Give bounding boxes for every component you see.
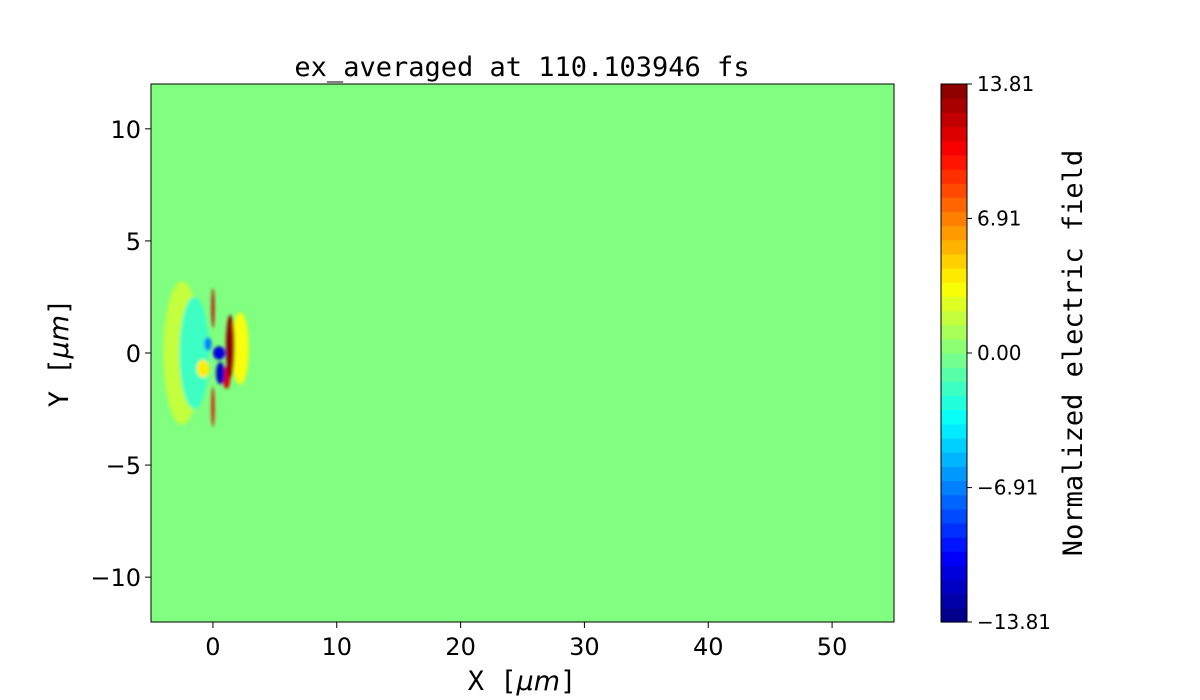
colorbar-level bbox=[941, 112, 967, 128]
colorbar-label: Normalized electric field bbox=[1058, 150, 1089, 556]
colorbar-level bbox=[941, 593, 967, 609]
x-axis-ticks: 0 10 20 30 40 50 bbox=[205, 622, 847, 661]
colorbar-level bbox=[941, 522, 967, 538]
field-feature bbox=[204, 337, 212, 351]
colorbar bbox=[941, 84, 967, 623]
colorbar-level bbox=[941, 607, 967, 623]
colorbar-level bbox=[941, 296, 967, 312]
colorbar-tick-label: −13.81 bbox=[977, 610, 1051, 634]
y-tick-label: −10 bbox=[90, 564, 141, 592]
colorbar-level bbox=[941, 126, 967, 142]
colorbar-level bbox=[941, 211, 967, 227]
colorbar-level bbox=[941, 140, 967, 156]
colorbar-level bbox=[941, 381, 967, 397]
colorbar-tick-label: 13.81 bbox=[977, 72, 1034, 96]
x-axis-label: X [μm] bbox=[468, 666, 577, 697]
colorbar-level bbox=[941, 437, 967, 453]
plot-background bbox=[151, 84, 894, 622]
y-tick-label: 5 bbox=[126, 228, 141, 256]
colorbar-level bbox=[941, 508, 967, 524]
colorbar-level bbox=[941, 197, 967, 213]
y-tick-label: −5 bbox=[106, 452, 141, 480]
colorbar-level bbox=[941, 168, 967, 184]
colorbar-level bbox=[941, 268, 967, 283]
x-tick-label: 20 bbox=[445, 633, 476, 661]
x-tick-label: 50 bbox=[817, 633, 848, 661]
colorbar-level bbox=[941, 310, 967, 326]
colorbar-level bbox=[941, 183, 967, 198]
x-tick-label: 40 bbox=[693, 633, 724, 661]
colorbar-level bbox=[941, 423, 967, 439]
colorbar-level bbox=[941, 579, 967, 595]
colorbar-level bbox=[941, 367, 967, 382]
field-feature bbox=[211, 287, 215, 329]
colorbar-level bbox=[941, 225, 967, 241]
colorbar-tick-label: 6.91 bbox=[977, 206, 1022, 230]
x-tick-label: 10 bbox=[321, 633, 352, 661]
field-feature bbox=[225, 314, 235, 378]
colorbar-level bbox=[941, 353, 967, 368]
colorbar-level bbox=[941, 466, 967, 482]
colorbar-level bbox=[941, 239, 967, 255]
colorbar-level bbox=[941, 154, 967, 170]
colorbar-tick-label: 0.00 bbox=[977, 341, 1022, 365]
colorbar-level bbox=[941, 338, 967, 354]
colorbar-level bbox=[941, 480, 967, 496]
colorbar-level bbox=[941, 395, 967, 411]
colorbar-level bbox=[941, 551, 967, 566]
field-features bbox=[163, 281, 249, 427]
colorbar-level bbox=[941, 452, 967, 467]
colorbar-ticks: −13.81 −6.91 0.00 6.91 13.81 bbox=[967, 72, 1051, 634]
colorbar-level bbox=[941, 282, 967, 297]
x-tick-label: 30 bbox=[569, 633, 600, 661]
colorbar-level bbox=[941, 253, 967, 269]
field-feature bbox=[179, 296, 210, 410]
colorbar-level bbox=[941, 84, 967, 99]
colorbar-level bbox=[941, 565, 967, 581]
y-axis-ticks: −10 −5 0 5 10 bbox=[90, 116, 151, 592]
colorbar-level bbox=[941, 537, 967, 552]
y-tick-label: 0 bbox=[126, 340, 141, 368]
colorbar-level bbox=[941, 98, 967, 113]
field-feature bbox=[231, 312, 249, 385]
y-tick-label: 10 bbox=[110, 116, 141, 144]
field-feature bbox=[216, 361, 225, 385]
colorbar-level bbox=[941, 324, 967, 340]
chart-title: ex_averaged at 110.103946 fs bbox=[294, 52, 749, 83]
x-tick-label: 0 bbox=[205, 633, 220, 661]
colorbar-level bbox=[941, 494, 967, 510]
field-feature bbox=[211, 386, 215, 427]
colorbar-tick-label: −6.91 bbox=[977, 476, 1038, 500]
y-axis-label: Y [μm] bbox=[44, 299, 75, 408]
field-feature bbox=[196, 359, 210, 378]
colorbar-level bbox=[941, 409, 967, 425]
field-feature bbox=[212, 346, 226, 360]
